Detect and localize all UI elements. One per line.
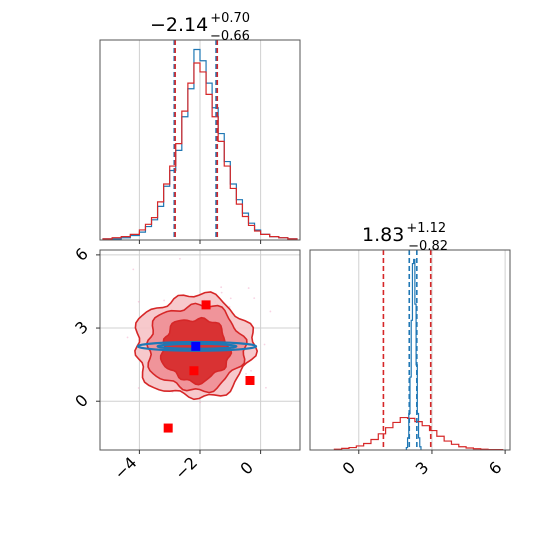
sample-point: [245, 372, 247, 375]
sample-point: [132, 268, 135, 271]
histogram-series-1: [333, 416, 504, 450]
title-main: −2.14: [150, 14, 208, 36]
joint-panel: −4 −2 0 0 3 6: [71, 244, 315, 483]
x-tick-label: 6: [485, 458, 506, 479]
title-param-1: −2.14 +0.70 −0.66: [150, 11, 250, 44]
histogram-series-1: [102, 62, 298, 240]
marker-4: [163, 423, 173, 433]
x-tick-label: 3: [412, 458, 433, 479]
x-tick-label: 0: [236, 458, 257, 479]
contour-level-4: [156, 342, 238, 350]
histogram-series-0: [405, 258, 422, 450]
y-tick-label: 6: [71, 244, 92, 265]
sample-point: [178, 257, 181, 260]
x-tick-label: −4: [110, 453, 140, 483]
sample-point: [269, 310, 272, 313]
grid: [358, 250, 506, 450]
sample-point: [253, 297, 256, 300]
sample-point: [220, 291, 223, 294]
marginal-panel-param-1: −2.14 +0.70 −0.66: [99, 11, 301, 244]
title-param-2: 1.83 +1.12 −0.82: [362, 221, 448, 254]
sample-point: [199, 401, 201, 404]
sample-point: [265, 386, 267, 389]
sample-point: [229, 297, 232, 300]
title-main: 1.83: [362, 224, 404, 246]
marker-0: [191, 341, 201, 351]
sample-point: [247, 287, 250, 289]
title-sub: −0.66: [210, 29, 250, 44]
title-sup: +1.12: [406, 221, 446, 236]
y-tick-label: 0: [71, 391, 92, 412]
axes-frame: [309, 249, 511, 451]
contour-level-3: [136, 340, 258, 352]
marker-2: [189, 366, 199, 376]
sample-point: [137, 387, 140, 389]
sample-point: [220, 286, 223, 289]
y-tick-label: 3: [71, 317, 92, 338]
x-tick-label: −2: [171, 453, 201, 483]
marker-3: [245, 375, 255, 385]
marginal-panel-param-2: 0 3 6 1.83 +1.12 −0.82: [309, 221, 511, 479]
grid: [138, 40, 262, 240]
sample-point: [126, 336, 129, 339]
x-tick-label: 0: [339, 458, 360, 479]
sample-point: [263, 343, 266, 346]
sample-point: [163, 299, 166, 302]
sample-point: [313, 336, 315, 338]
sample-point: [228, 306, 231, 308]
marker-1: [201, 300, 211, 310]
sample-point: [250, 369, 252, 372]
title-sup: +0.70: [210, 11, 250, 26]
title-sub: −0.82: [408, 239, 448, 254]
sample-point: [137, 300, 140, 303]
